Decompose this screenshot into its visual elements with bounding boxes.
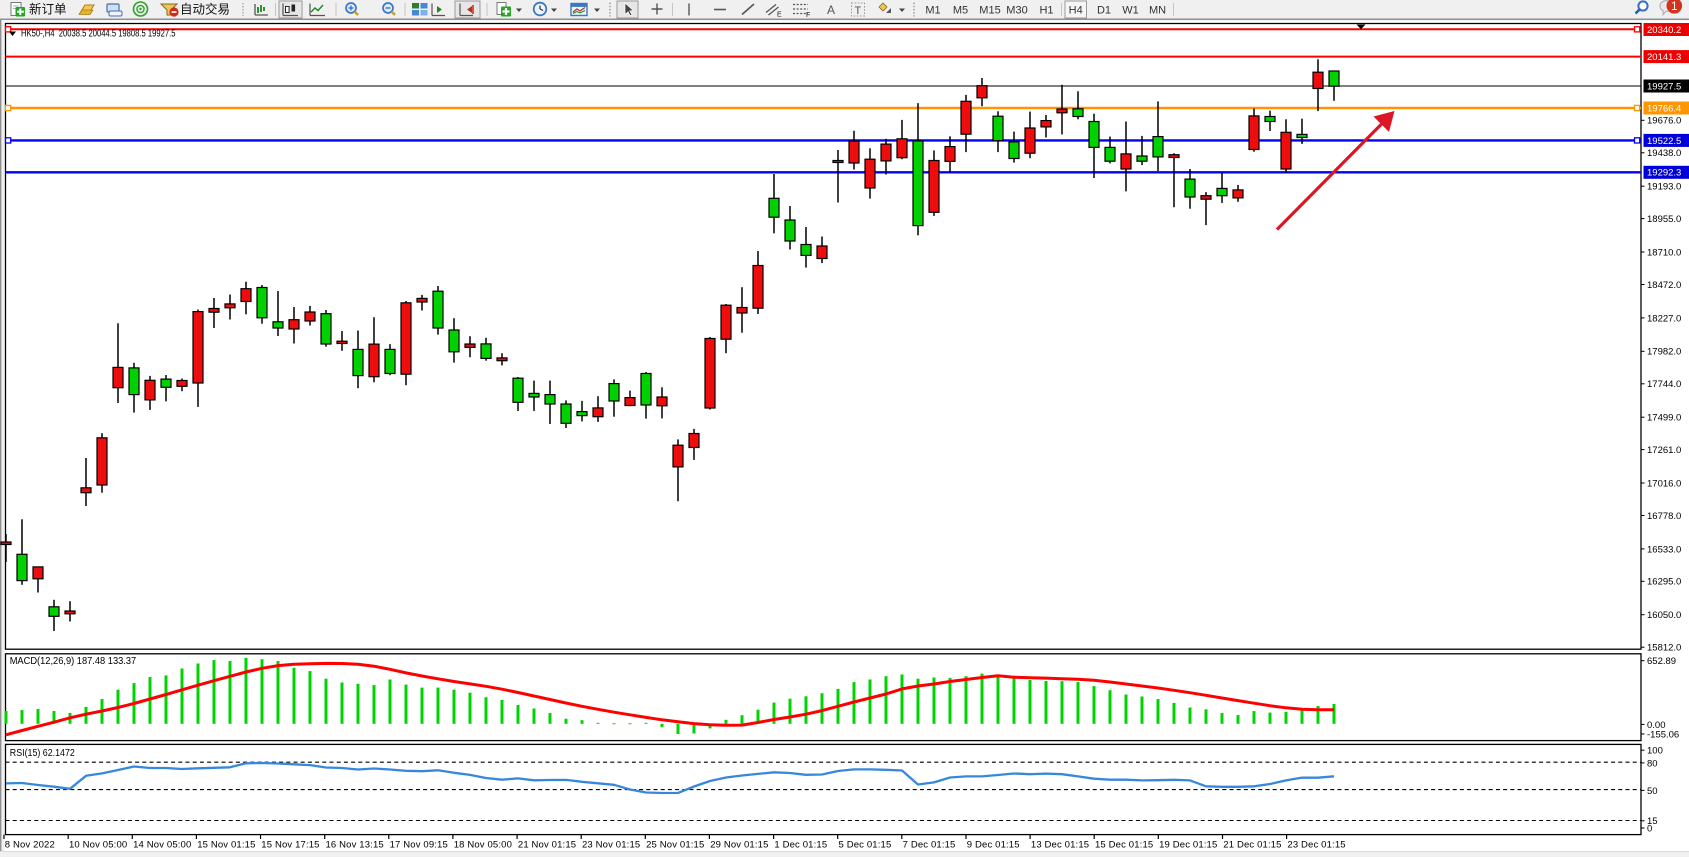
svg-text:23 Dec 01:15: 23 Dec 01:15 [1287, 839, 1345, 850]
svg-text:5 Dec 01:15: 5 Dec 01:15 [839, 839, 892, 850]
svg-text:25 Nov 01:15: 25 Nov 01:15 [646, 839, 704, 850]
svg-text:19 Dec 01:15: 19 Dec 01:15 [1159, 839, 1217, 850]
svg-text:16533.0: 16533.0 [1647, 544, 1681, 555]
svg-text:MACD(12,26,9) 187.48 133.37: MACD(12,26,9) 187.48 133.37 [10, 656, 137, 667]
svg-text:A: A [827, 3, 835, 17]
svg-text:50: 50 [1647, 786, 1658, 797]
svg-text:18955.0: 18955.0 [1647, 214, 1681, 225]
svg-text:16 Nov 13:15: 16 Nov 13:15 [326, 839, 384, 850]
svg-text:17744.0: 17744.0 [1647, 379, 1681, 390]
svg-text:16778.0: 16778.0 [1647, 511, 1681, 522]
svg-text:15812.0: 15812.0 [1647, 643, 1681, 654]
svg-text:H1: H1 [1039, 5, 1053, 17]
svg-text:8 Nov 2022: 8 Nov 2022 [5, 839, 55, 850]
svg-text:100: 100 [1647, 746, 1663, 757]
svg-text:19676.0: 19676.0 [1647, 116, 1681, 127]
svg-text:18 Nov 05:00: 18 Nov 05:00 [454, 839, 512, 850]
svg-text:9 Dec 01:15: 9 Dec 01:15 [967, 839, 1020, 850]
svg-text:-155.06: -155.06 [1647, 729, 1679, 740]
svg-text:29 Nov 01:15: 29 Nov 01:15 [710, 839, 768, 850]
svg-text:7 Dec 01:15: 7 Dec 01:15 [903, 839, 956, 850]
svg-text:1: 1 [1671, 1, 1677, 13]
svg-text:1 Dec 01:15: 1 Dec 01:15 [774, 839, 827, 850]
svg-text:自动交易: 自动交易 [180, 2, 230, 17]
svg-text:0.00: 0.00 [1647, 720, 1666, 731]
svg-text:M1: M1 [925, 5, 940, 17]
svg-text:13 Dec 01:15: 13 Dec 01:15 [1031, 839, 1089, 850]
svg-text:15 Dec 01:15: 15 Dec 01:15 [1095, 839, 1153, 850]
svg-text:T: T [855, 5, 862, 17]
svg-text:19193.0: 19193.0 [1647, 182, 1681, 193]
svg-text:23 Nov 01:15: 23 Nov 01:15 [582, 839, 640, 850]
svg-text:17 Nov 09:15: 17 Nov 09:15 [390, 839, 448, 850]
svg-text:M5: M5 [953, 5, 968, 17]
svg-text:H4: H4 [1069, 5, 1083, 17]
svg-text:652.89: 652.89 [1647, 656, 1676, 667]
svg-text:21 Nov 01:15: 21 Nov 01:15 [518, 839, 576, 850]
svg-text:E: E [777, 12, 782, 19]
svg-text:W1: W1 [1122, 5, 1139, 17]
svg-text:15 Nov 01:15: 15 Nov 01:15 [197, 839, 255, 850]
svg-text:20141.3: 20141.3 [1647, 52, 1681, 63]
svg-text:14 Nov 05:00: 14 Nov 05:00 [133, 839, 191, 850]
svg-text:20340.2: 20340.2 [1647, 25, 1681, 36]
svg-text:19766.4: 19766.4 [1647, 103, 1681, 114]
svg-text:17016.0: 17016.0 [1647, 478, 1681, 489]
svg-text:16050.0: 16050.0 [1647, 610, 1681, 621]
svg-text:15: 15 [1647, 816, 1658, 827]
svg-text:18472.0: 18472.0 [1647, 280, 1681, 291]
svg-text:17982.0: 17982.0 [1647, 347, 1681, 358]
svg-text:M15: M15 [979, 5, 1000, 17]
svg-text:17261.0: 17261.0 [1647, 445, 1681, 456]
svg-text:MN: MN [1149, 5, 1166, 17]
svg-text:19927.5: 19927.5 [1647, 81, 1681, 92]
svg-text:17499.0: 17499.0 [1647, 413, 1681, 424]
svg-text:16295.0: 16295.0 [1647, 577, 1681, 588]
svg-text:0: 0 [1647, 823, 1652, 834]
svg-text:RSI(15) 62.1472: RSI(15) 62.1472 [10, 748, 75, 759]
svg-text:18227.0: 18227.0 [1647, 313, 1681, 324]
svg-text:18710.0: 18710.0 [1647, 247, 1681, 258]
svg-text:19292.3: 19292.3 [1647, 168, 1681, 179]
svg-text:HK50-,H4 20038.5 20044.5 1980: HK50-,H4 20038.5 20044.5 19808.5 19927.5 [21, 28, 176, 39]
svg-text:80: 80 [1647, 758, 1658, 769]
svg-text:M30: M30 [1006, 5, 1027, 17]
svg-text:新订单: 新订单 [29, 2, 67, 17]
svg-text:F: F [806, 12, 810, 19]
svg-text:D1: D1 [1097, 5, 1111, 17]
svg-text:19522.5: 19522.5 [1647, 136, 1681, 147]
svg-text:10 Nov 05:00: 10 Nov 05:00 [69, 839, 127, 850]
svg-text:19438.0: 19438.0 [1647, 148, 1681, 159]
svg-text:21 Dec 01:15: 21 Dec 01:15 [1223, 839, 1281, 850]
svg-text:15 Nov 17:15: 15 Nov 17:15 [261, 839, 319, 850]
